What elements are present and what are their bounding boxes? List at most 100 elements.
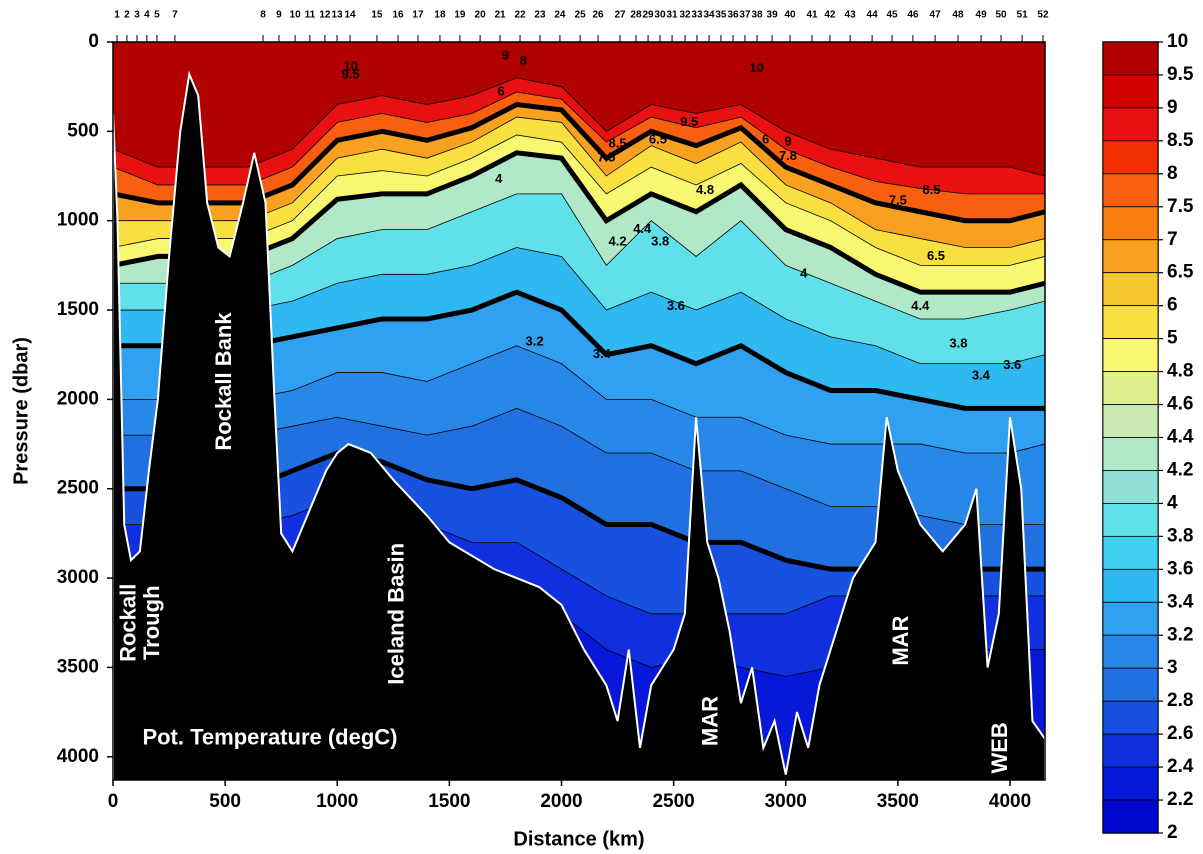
station-label: 46	[907, 10, 919, 21]
y-tick-label: 3000	[57, 567, 99, 588]
contour-label: 6.5	[927, 248, 945, 263]
contour-label: 9.5	[680, 114, 698, 129]
annotation: Pot. Temperature (degC)	[142, 725, 397, 750]
x-tick-label: 1000	[316, 791, 358, 812]
colorbar-label: 9	[1167, 97, 1178, 118]
annotation: MAR	[698, 696, 723, 746]
station-label: 4	[144, 10, 150, 21]
x-tick-label: 0	[108, 791, 119, 812]
colorbar-label: 4	[1167, 492, 1178, 513]
station-label: 8	[260, 10, 266, 21]
colorbar-label: 2.8	[1167, 690, 1193, 711]
colorbar-label: 4.2	[1167, 459, 1193, 480]
contour-label: 3.8	[949, 335, 967, 350]
colorbar-swatch	[1102, 41, 1159, 76]
colorbar-swatch	[1102, 470, 1159, 504]
station-label: 11	[305, 10, 316, 21]
station-label: 16	[392, 10, 404, 21]
colorbar-label: 6.5	[1167, 262, 1194, 283]
contour-line	[113, 134, 1045, 266]
contour-label: 6	[762, 132, 769, 147]
station-label: 18	[434, 10, 446, 21]
colorbar-swatch	[1102, 535, 1159, 570]
y-tick-label: 500	[67, 120, 99, 141]
colorbar-label: 8	[1167, 163, 1178, 184]
colorbar-swatch	[1102, 601, 1159, 636]
contour-line	[113, 116, 1045, 248]
contour-label: 3.8	[651, 234, 669, 249]
station-label: 43	[845, 10, 857, 21]
station-label: 19	[454, 10, 466, 21]
station-label: 51	[1017, 10, 1029, 21]
contour-line	[113, 193, 1045, 320]
station-label: 14	[344, 10, 356, 21]
colorbar-swatch	[1102, 206, 1159, 241]
x-axis-label: Distance (km)	[513, 828, 644, 850]
station-label: 17	[412, 10, 424, 21]
contour-label: 8	[520, 53, 527, 68]
station-label: 23	[534, 10, 546, 21]
colorbar-label: 4.6	[1167, 394, 1193, 415]
bold-contour	[113, 150, 1045, 295]
colorbar-label: 3.2	[1167, 624, 1193, 645]
colorbar-label: 3	[1167, 657, 1178, 678]
colorbar-label: 3.8	[1167, 525, 1193, 546]
x-tick-label: 3500	[877, 791, 919, 812]
contour-label: 7.5	[889, 192, 907, 207]
contour-label: 3.2	[526, 334, 544, 349]
colorbar-label: 2.6	[1167, 723, 1193, 744]
colorbar-label: 7	[1167, 229, 1178, 250]
colorbar-swatch	[1102, 503, 1159, 537]
station-label: 31	[667, 10, 679, 21]
colorbar-swatch	[1102, 74, 1159, 109]
contour-label: 9.5	[342, 66, 360, 81]
contour-label: 6.5	[649, 132, 667, 147]
contour-label: 9	[502, 48, 509, 63]
x-tick-label: 1500	[428, 791, 470, 812]
y-tick-label: 0	[88, 31, 99, 52]
station-label: 32	[680, 10, 692, 21]
station-label: 40	[784, 10, 796, 21]
colorbar-label: 2.2	[1167, 789, 1193, 810]
contour-label: 4.4	[911, 298, 930, 313]
colorbar-label: 9.5	[1167, 64, 1194, 85]
contour-line	[113, 77, 1045, 177]
station-label: 33	[691, 10, 703, 21]
plot-frame	[112, 41, 1046, 781]
colorbar-swatch	[1102, 272, 1159, 307]
plot-area: 109.59 8649.51068.57.56.54.84.24.43.83.64…	[113, 42, 1045, 780]
station-label: 2	[124, 10, 130, 21]
contour-label: 3.6	[1003, 357, 1021, 372]
colorbar-swatch	[1102, 568, 1159, 603]
station-label: 49	[976, 10, 988, 21]
station-label: 20	[475, 10, 487, 21]
contour-label: 4.2	[609, 234, 627, 249]
station-label: 9	[276, 10, 282, 21]
annotation: WEB	[987, 722, 1012, 773]
bold-contour	[113, 101, 1045, 224]
contour-label: 7.8	[779, 148, 797, 163]
contour-label: 4	[800, 266, 808, 281]
colorbar-swatch	[1102, 239, 1159, 274]
station-label: 7	[172, 10, 178, 21]
colorbar-label: 3.6	[1167, 558, 1193, 579]
station-label: 45	[886, 10, 898, 21]
station-label: 38	[751, 10, 763, 21]
station-label: 26	[592, 10, 604, 21]
colorbar-swatch	[1102, 437, 1159, 471]
station-label: 1	[114, 10, 120, 21]
colorbar-swatch	[1102, 305, 1159, 340]
y-tick-label: 1500	[57, 299, 99, 320]
station-label: 13	[331, 10, 343, 21]
station-label: 28	[630, 10, 642, 21]
y-tick-label: 2000	[57, 388, 99, 409]
colorbar-swatch	[1102, 733, 1159, 768]
x-tick-label: 3000	[765, 791, 807, 812]
contour-label: 3.6	[667, 298, 685, 313]
station-label: 29	[643, 10, 655, 21]
colorbar-label: 5	[1167, 328, 1178, 349]
station-label: 34	[704, 10, 716, 21]
colorbar-label: 6	[1167, 295, 1178, 316]
colorbar-label: 4.4	[1167, 427, 1194, 448]
